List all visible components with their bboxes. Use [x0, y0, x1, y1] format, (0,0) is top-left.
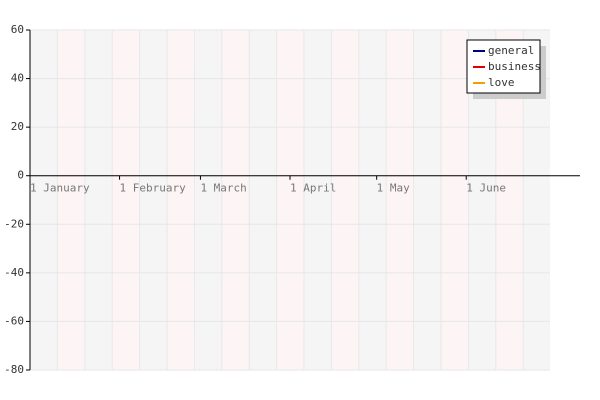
y-tick-label: 40 — [11, 72, 24, 85]
x-tick-label: 1 April — [290, 182, 336, 195]
legend-label: business — [488, 60, 541, 73]
stripe — [386, 30, 414, 370]
stripe — [413, 30, 441, 370]
stripe — [358, 30, 387, 370]
stripe — [57, 30, 85, 370]
stripe — [139, 30, 167, 370]
x-tick-label: 1 January — [30, 182, 90, 195]
stripe — [304, 30, 332, 370]
stripe — [84, 30, 113, 370]
y-tick-label: -20 — [4, 217, 24, 230]
stripe — [331, 30, 359, 370]
x-tick-label: 1 February — [120, 182, 187, 195]
stripe — [30, 30, 58, 370]
plot-background — [29, 30, 550, 370]
y-tick-label: 60 — [11, 23, 24, 36]
y-tick-label: 0 — [17, 169, 24, 182]
stripe — [167, 30, 195, 370]
stripe — [194, 30, 222, 370]
y-tick-label: -60 — [4, 314, 24, 327]
y-tick-label: -40 — [4, 266, 24, 279]
y-tick-label: -80 — [4, 363, 24, 376]
legend-label: love — [488, 76, 515, 89]
y-tick-label: 20 — [11, 120, 24, 133]
stripe — [441, 30, 469, 370]
x-tick-label: 1 May — [377, 182, 410, 195]
stripe — [112, 30, 140, 370]
stripe — [221, 30, 250, 370]
stripe — [249, 30, 277, 370]
x-tick-label: 1 March — [200, 182, 246, 195]
stripe — [276, 30, 304, 370]
legend-label: general — [488, 44, 534, 57]
x-tick-label: 1 June — [466, 182, 506, 195]
